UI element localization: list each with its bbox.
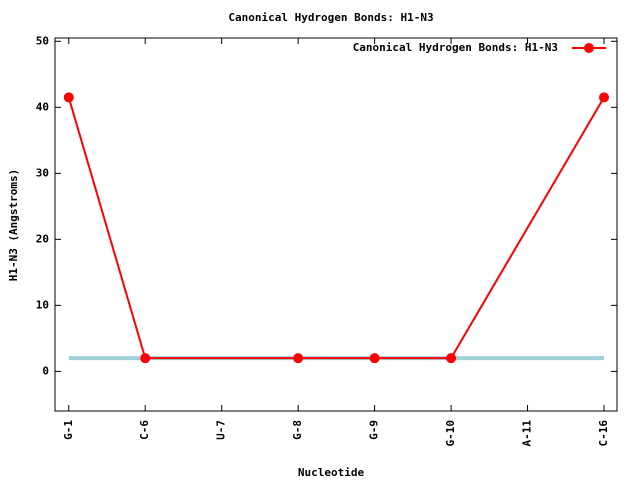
x-tick-label: G-1 — [62, 420, 75, 440]
data-point — [446, 353, 457, 364]
y-axis-label: H1-N3 (Angstroms) — [7, 169, 20, 282]
y-tick-label: 40 — [36, 100, 49, 113]
chart-title: Canonical Hydrogen Bonds: H1-N3 — [228, 11, 433, 24]
data-point — [63, 92, 74, 103]
x-tick-label: U-7 — [215, 420, 228, 440]
x-tick-label: G-8 — [291, 420, 304, 440]
y-tick-label: 10 — [36, 298, 49, 311]
x-tick-label: G-9 — [368, 420, 381, 440]
y-tick-label: 0 — [42, 364, 49, 377]
x-tick-label: A-11 — [521, 420, 534, 447]
plot-frame — [54, 37, 618, 412]
data-point — [599, 92, 610, 103]
data-point — [293, 353, 304, 364]
y-tick-label: 20 — [36, 232, 49, 245]
legend-label: Canonical Hydrogen Bonds: H1-N3 — [353, 41, 558, 54]
x-tick-label: C-16 — [597, 420, 610, 447]
legend-marker — [584, 43, 594, 53]
y-tick-label: 30 — [36, 166, 49, 179]
y-tick-label: 50 — [36, 34, 49, 47]
x-axis-label: Nucleotide — [298, 466, 365, 479]
x-tick-label: G-10 — [444, 420, 457, 447]
x-tick-label: C-6 — [138, 420, 151, 440]
data-point — [369, 353, 380, 364]
series-line — [67, 96, 605, 360]
data-point — [140, 353, 151, 364]
